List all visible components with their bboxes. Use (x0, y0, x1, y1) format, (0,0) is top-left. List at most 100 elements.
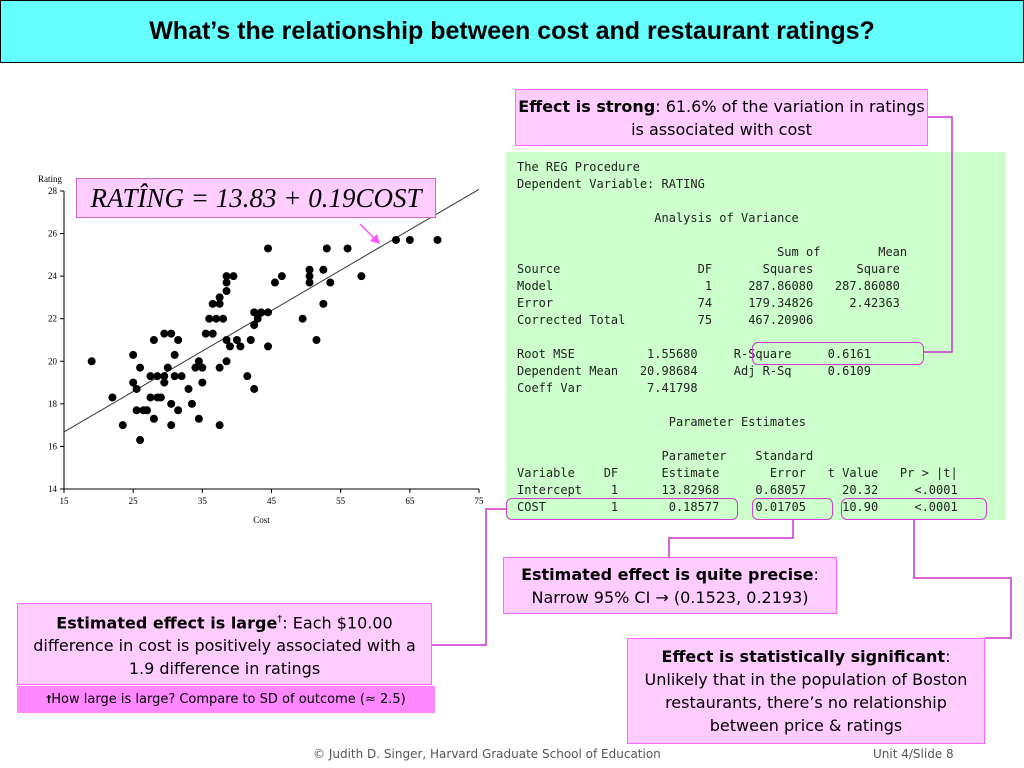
y-tick-label: 16 (48, 441, 58, 451)
x-tick-label: 65 (405, 496, 415, 506)
data-point (319, 265, 328, 274)
data-point (305, 265, 314, 274)
data-point (219, 314, 228, 323)
data-point (253, 314, 262, 323)
sas-line: Source DF Squares Square (517, 262, 900, 276)
x-tick-label: 15 (60, 496, 70, 506)
data-point (215, 293, 224, 302)
data-point (87, 357, 96, 366)
data-point (163, 363, 172, 372)
data-point (153, 372, 162, 381)
x-tick-label: 45 (267, 496, 277, 506)
sas-line: Parameter Estimates (668, 415, 806, 429)
data-point (257, 308, 266, 317)
footnote: † How large is large? Compare to SD of ou… (17, 686, 435, 713)
data-point (143, 406, 151, 415)
data-point (149, 414, 158, 423)
footer-slide-number: Unit 4/Slide 8 (873, 747, 954, 761)
y-tick-label: 20 (48, 356, 58, 366)
data-point (160, 372, 169, 381)
data-point (322, 244, 331, 253)
sas-line: Model 1 287.86080 287.86080 (517, 279, 900, 293)
regression-equation: RATÎNG = 13.83 + 0.19COST (90, 182, 422, 213)
y-tick-label: 24 (48, 271, 58, 281)
footer-copyright: © Judith D. Singer, Harvard Graduate Sch… (313, 747, 661, 761)
sas-output-panel: The REG Procedure Dependent Variable: RA… (506, 152, 1006, 520)
data-point (198, 378, 207, 387)
data-point (167, 399, 176, 408)
data-point (129, 350, 138, 359)
sas-line: Analysis of Variance (654, 211, 799, 225)
data-point (149, 336, 158, 344)
sas-line: Dependent Mean 20.98684 Adj R-Sq 0.6109 (517, 364, 872, 378)
data-point (222, 272, 231, 281)
data-point (108, 393, 117, 402)
data-point (229, 272, 238, 281)
callout-precise: Estimated effect is quite precise: Narro… (503, 557, 837, 614)
data-point (343, 244, 352, 253)
data-point (198, 363, 207, 372)
y-tick-label: 18 (48, 399, 58, 409)
page-title: What’s the relationship between cost and… (149, 17, 875, 45)
x-tick-label: 35 (198, 496, 208, 506)
data-point (136, 436, 145, 445)
data-point (170, 350, 179, 359)
callout-large-text: : Each $10.00 difference in cost is posi… (33, 613, 416, 679)
callout-large-dagger: † (277, 614, 283, 625)
data-point (194, 414, 203, 423)
data-point (129, 378, 138, 387)
sas-line: Error 74 179.34826 2.42363 (517, 296, 900, 310)
sas-line: Variable DF Estimate Error t Value Pr > … (517, 466, 958, 480)
data-point (222, 287, 231, 296)
data-point (222, 278, 231, 287)
data-point (236, 342, 245, 351)
data-point (170, 372, 179, 381)
data-point (215, 363, 224, 372)
cost-estimate-highlight (506, 498, 738, 520)
callout-effect-strong-text: : 61.6% of the variation in ratings is a… (631, 97, 925, 139)
data-point (167, 421, 176, 430)
data-point (208, 299, 217, 308)
data-point (205, 314, 214, 323)
regression-equation-box: RATÎNG = 13.83 + 0.19COST (76, 178, 436, 218)
sas-output-text: The REG Procedure Dependent Variable: RA… (506, 152, 1006, 516)
data-point (208, 329, 217, 338)
data-point (312, 336, 321, 344)
footnote-dagger: † (46, 694, 52, 705)
x-tick-label: 75 (475, 496, 485, 506)
data-point (191, 363, 200, 372)
data-point (201, 329, 210, 338)
data-point (167, 329, 176, 338)
data-point (319, 299, 328, 308)
callout-significant: Effect is statistically significant: Unl… (627, 638, 985, 744)
callout-effect-strong: Effect is strong: 61.6% of the variation… (515, 89, 928, 146)
data-point (246, 336, 255, 344)
data-point (250, 321, 259, 330)
callout-significant-text: : Unlikely that in the population of Bos… (644, 647, 968, 735)
data-point (250, 384, 259, 393)
data-point (357, 272, 366, 281)
callout-large: Estimated effect is large†: Each $10.00 … (17, 603, 432, 685)
data-point (305, 278, 314, 287)
x-tick-label: 25 (129, 496, 139, 506)
data-point (160, 329, 169, 338)
data-point (226, 342, 234, 351)
data-point (264, 342, 273, 351)
data-point (215, 299, 224, 308)
y-axis-label: Rating (38, 174, 62, 184)
sas-line: Sum of Mean (777, 245, 908, 259)
sas-line: The REG Procedure (517, 160, 640, 174)
data-point (326, 278, 335, 287)
data-point (298, 314, 307, 323)
data-point (146, 372, 155, 381)
data-point (194, 357, 203, 366)
callout-significant-heading: Effect is statistically significant (661, 647, 946, 666)
data-point (132, 406, 141, 415)
data-point (222, 336, 231, 344)
x-tick-label: 55 (336, 496, 346, 506)
sas-line: COST 1 0.18577 0.01705 10.90 <.0001 (517, 500, 958, 514)
y-tick-label: 14 (48, 484, 58, 494)
data-point (174, 406, 183, 415)
data-point (118, 421, 127, 430)
data-point (132, 384, 141, 393)
